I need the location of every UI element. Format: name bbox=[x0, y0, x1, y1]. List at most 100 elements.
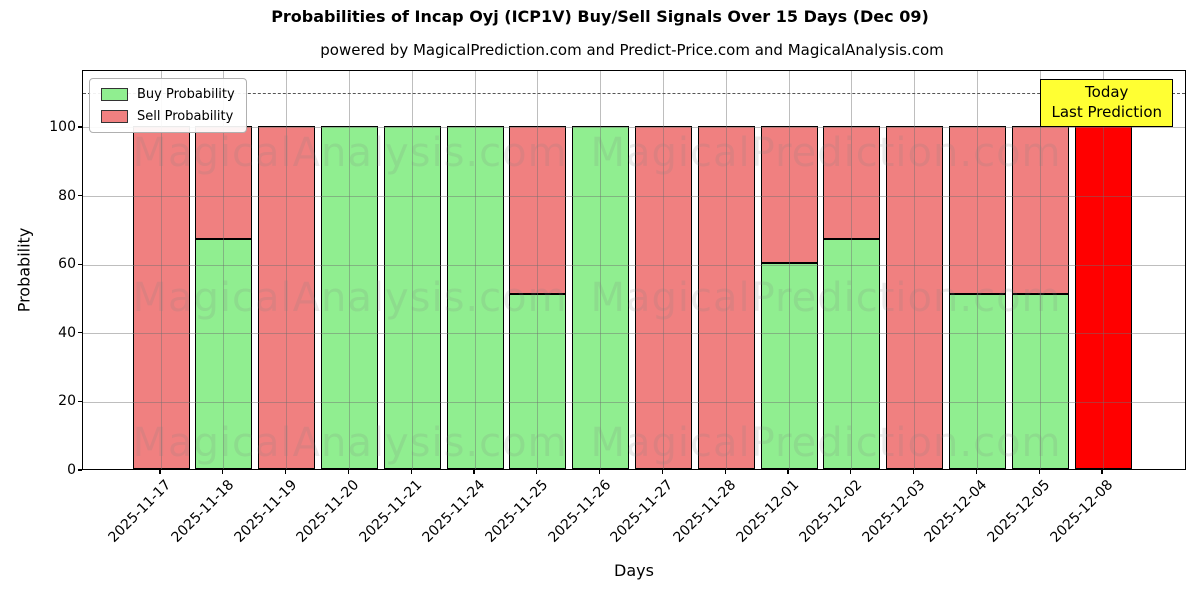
y-axis-tick bbox=[78, 263, 82, 265]
bar-segment-buy bbox=[823, 239, 881, 469]
bar-segment-sell bbox=[886, 125, 944, 469]
y-axis-tick bbox=[78, 126, 82, 128]
gridline-vertical bbox=[474, 71, 476, 469]
gridline-vertical bbox=[600, 71, 602, 469]
gridline-horizontal bbox=[83, 264, 1185, 266]
watermark-text: MagicalPrediction.com bbox=[590, 275, 1062, 321]
x-tick-label: 2025-11-18 bbox=[168, 477, 238, 546]
bar-segment-sell bbox=[760, 125, 818, 264]
bar-segment-sell bbox=[823, 125, 881, 240]
bar-segment-sell bbox=[258, 125, 316, 469]
x-axis-tick bbox=[347, 470, 350, 474]
y-axis-label: Probability bbox=[14, 227, 34, 313]
y-axis-tick bbox=[78, 469, 82, 471]
gridline-vertical bbox=[537, 71, 539, 469]
gridline-vertical bbox=[286, 71, 288, 469]
legend-sell-label: Sell Probability bbox=[137, 109, 234, 124]
bar-segment-sell bbox=[948, 125, 1006, 295]
bar-segment-buy bbox=[195, 239, 253, 469]
x-tick-label: 2025-12-02 bbox=[796, 477, 866, 546]
gridline-vertical bbox=[788, 71, 790, 469]
gridline-vertical bbox=[914, 71, 916, 469]
x-tick-label: 2025-11-20 bbox=[293, 477, 363, 546]
gridline-vertical bbox=[223, 71, 225, 469]
x-tick-label: 2025-12-03 bbox=[859, 477, 928, 546]
watermark-text: MagicalAnalysis.com bbox=[132, 275, 568, 321]
bar-segment-sell bbox=[509, 125, 567, 295]
x-axis-tick bbox=[536, 470, 538, 474]
watermark-layer: MagicalAnalysis.com MagicalPrediction.com… bbox=[83, 71, 1185, 469]
grid-layer bbox=[83, 71, 1185, 469]
watermark-text: MagicalPrediction.com bbox=[590, 420, 1062, 466]
gridline-horizontal bbox=[83, 196, 1185, 198]
watermark-text: MagicalPrediction.com bbox=[590, 130, 1062, 176]
x-axis-label: Days bbox=[614, 561, 654, 580]
y-tick-label: 60 bbox=[58, 256, 76, 273]
x-axis-tick bbox=[850, 470, 852, 474]
bar-today bbox=[1074, 125, 1132, 469]
legend: Buy Probability Sell Probability bbox=[89, 78, 247, 133]
bar-segment-buy bbox=[948, 294, 1006, 469]
watermark-text: MagicalAnalysis.com bbox=[132, 130, 568, 176]
watermark-text: MagicalAnalysis.com bbox=[132, 420, 568, 466]
x-tick-label: 2025-11-17 bbox=[105, 477, 175, 546]
today-annotation-line1: Today bbox=[1085, 83, 1129, 101]
x-axis-tick bbox=[473, 470, 475, 474]
bar-segment-buy bbox=[509, 294, 567, 469]
x-tick-label: 2025-11-27 bbox=[607, 477, 677, 546]
gridline-vertical bbox=[348, 71, 350, 469]
plot-area: MagicalAnalysis.com MagicalPrediction.com… bbox=[82, 70, 1186, 470]
bar-segment-buy bbox=[1011, 294, 1069, 469]
y-axis-tick bbox=[78, 194, 82, 197]
gridline-vertical bbox=[976, 71, 978, 469]
x-axis-tick bbox=[975, 470, 978, 474]
bar-segment-sell bbox=[634, 125, 692, 469]
buy-probability-swatch bbox=[101, 88, 128, 101]
gridline-horizontal bbox=[83, 333, 1185, 335]
x-axis-tick bbox=[1101, 470, 1103, 474]
x-axis-tick bbox=[787, 470, 789, 474]
gridline-vertical bbox=[160, 71, 162, 469]
gridline-vertical bbox=[1039, 71, 1041, 469]
y-axis-tick bbox=[78, 400, 82, 403]
x-axis-tick bbox=[222, 470, 224, 474]
x-tick-label: 2025-11-24 bbox=[419, 477, 489, 546]
y-tick-label: 80 bbox=[58, 187, 76, 204]
x-axis-tick bbox=[159, 470, 161, 474]
gridline-horizontal bbox=[83, 401, 1185, 403]
y-tick-label: 20 bbox=[58, 393, 76, 410]
x-tick-label: 2025-12-05 bbox=[984, 477, 1054, 546]
x-tick-label: 2025-12-08 bbox=[1047, 477, 1117, 546]
bar-segment-buy bbox=[320, 125, 378, 469]
x-tick-label: 2025-11-26 bbox=[545, 477, 614, 546]
y-tick-label: 40 bbox=[58, 324, 76, 341]
bars-layer bbox=[83, 71, 1185, 469]
legend-buy-label: Buy Probability bbox=[137, 87, 235, 102]
sell-probability-swatch bbox=[101, 110, 128, 123]
bar-segment-sell bbox=[195, 125, 253, 240]
legend-item-sell: Sell Probability bbox=[101, 109, 235, 124]
bar-segment-buy bbox=[760, 263, 818, 469]
bar-segment-buy bbox=[446, 125, 504, 469]
bar-segment-buy bbox=[572, 125, 630, 469]
bar-segment-sell bbox=[1011, 125, 1069, 295]
x-tick-label: 2025-12-01 bbox=[733, 477, 803, 546]
y-axis-tick bbox=[78, 332, 82, 334]
gridline-vertical bbox=[662, 71, 664, 469]
x-axis-tick bbox=[410, 470, 412, 474]
gridline-vertical bbox=[1102, 71, 1104, 469]
x-tick-label: 2025-11-25 bbox=[482, 477, 552, 546]
y-tick-label: 0 bbox=[67, 462, 76, 478]
gridline-vertical bbox=[725, 71, 727, 469]
chart-title: Probabilities of Incap Oyj (ICP1V) Buy/S… bbox=[271, 7, 929, 26]
x-tick-label: 2025-12-04 bbox=[921, 477, 991, 546]
x-tick-label: 2025-11-28 bbox=[670, 477, 740, 546]
y-tick-label: 100 bbox=[49, 118, 76, 135]
legend-item-buy: Buy Probability bbox=[101, 87, 235, 102]
gridline-vertical bbox=[411, 71, 413, 469]
x-axis-tick bbox=[599, 470, 601, 474]
bar-segment-sell bbox=[697, 125, 755, 469]
x-axis-tick bbox=[661, 470, 664, 474]
chart-subtitle: powered by MagicalPrediction.com and Pre… bbox=[320, 41, 944, 59]
